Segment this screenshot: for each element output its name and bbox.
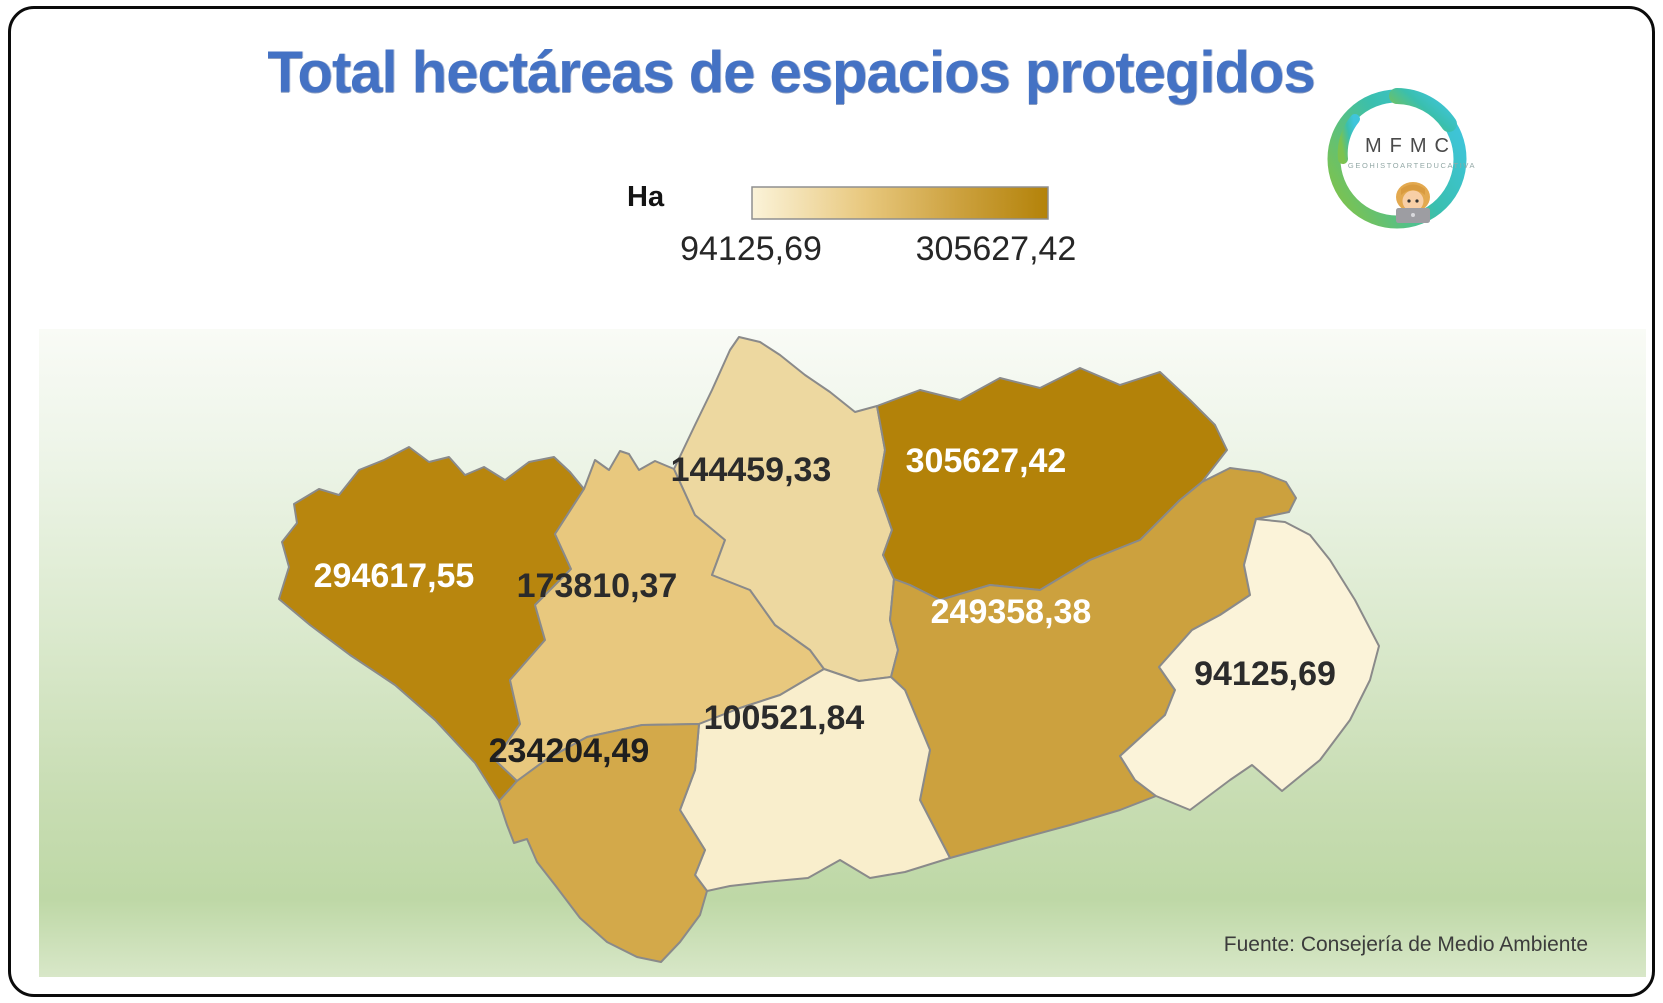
source-note: Fuente: Consejería de Medio Ambiente [1223,933,1588,956]
page-title: Total hectáreas de espacios protegidos [267,40,1315,105]
region-huelva [278,446,585,802]
region-label-granada: 249358,38 [931,593,1092,631]
region-label-malaga: 100521,84 [704,699,865,737]
logo-name: MFMC [1365,135,1457,157]
logo-ring-icon [1327,88,1467,229]
region-label-cordoba: 144459,33 [671,451,832,489]
legend-unit-label: Ha [627,181,665,213]
region-almeria [1119,518,1380,811]
andalusia-map: 294617,55 173810,37 144459,33 305627,42 … [278,336,1380,963]
legend-max-value: 305627,42 [915,230,1077,268]
logo: MFMC GEOHISTOARTEDUCATIVA [1309,75,1489,245]
region-label-sevilla: 173810,37 [517,567,678,605]
slide-card: Total hectáreas de espacios protegidos [8,6,1655,997]
region-label-jaen: 305627,42 [906,442,1067,480]
legend-min-value: 94125,69 [680,230,822,268]
legend-gradient-bar [751,186,1049,225]
region-label-cadiz: 234204,49 [489,732,650,770]
map-panel: 294617,55 173810,37 144459,33 305627,42 … [39,329,1646,977]
logo-avatar-icon [1396,182,1430,223]
logo-subtitle: GEOHISTOARTEDUCATIVA [1347,161,1477,170]
region-label-huelva: 294617,55 [314,557,475,595]
region-label-almeria: 94125,69 [1194,655,1336,693]
region-cadiz [498,723,708,963]
